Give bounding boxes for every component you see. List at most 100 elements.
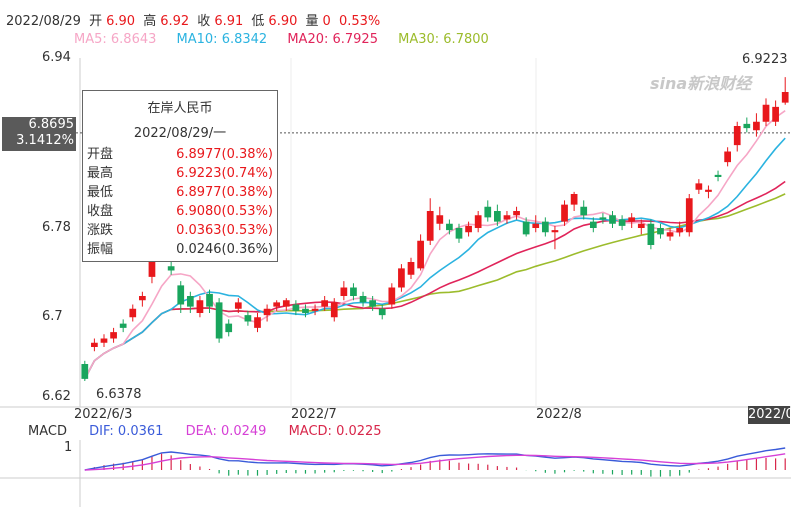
candle-body <box>196 300 204 313</box>
summary-date: 2022/08/29 <box>6 14 81 29</box>
macd-title: MACD <box>28 424 67 439</box>
candle-body <box>119 323 127 328</box>
x-tick-label: 2022/7 <box>291 407 337 422</box>
dea-label: DEA: 0.0249 <box>185 424 267 439</box>
candle-body <box>91 342 98 347</box>
ma5-line <box>84 110 786 380</box>
candle-body <box>100 338 108 343</box>
candle-body <box>186 296 194 307</box>
candle-body <box>628 217 636 222</box>
crosshair-price: 6.8695 <box>28 117 75 132</box>
candle-body <box>762 104 770 122</box>
candle-body <box>724 151 731 163</box>
x-tick-label: 2022/6/3 <box>74 407 133 422</box>
ma30-label: MA30: 6.7800 <box>398 32 489 47</box>
candle-body <box>311 308 319 311</box>
candle-body <box>561 204 568 222</box>
ma10-line <box>84 137 786 380</box>
y-tick-label: 6.94 <box>42 50 71 65</box>
candle-body <box>359 296 367 303</box>
candle-body <box>215 302 223 339</box>
low-value: 6.90 <box>268 14 298 29</box>
candle-body <box>743 123 751 129</box>
macd-axis-label: 1 <box>64 440 73 455</box>
tooltip-row-low: 最低 6.8977(0.38%) <box>87 185 273 200</box>
vol-label: 量 <box>305 14 319 29</box>
sina-watermark: sina新浪财经 <box>650 74 752 93</box>
candle-body <box>321 300 329 307</box>
dea-line <box>84 453 786 471</box>
candle-body <box>110 332 117 339</box>
candle-body <box>465 225 472 233</box>
candle-body <box>302 308 309 313</box>
y-tick-label: 6.78 <box>42 220 71 235</box>
candle-body <box>254 317 261 328</box>
candle-body <box>407 262 415 275</box>
low-label: 低 <box>251 14 265 29</box>
candle-body <box>685 198 693 233</box>
dif-label: DIF: 0.0361 <box>89 424 164 439</box>
candle-body <box>714 174 722 177</box>
candle-tooltip: 在岸人民币 2022/08/29/一 开盘 6.8977(0.38%) 最高 6.9… <box>82 90 278 262</box>
tooltip-date: 2022/08/29/一 <box>133 126 227 141</box>
candle-body <box>781 92 789 103</box>
low-annotation: 6.6378 <box>96 387 142 402</box>
crosshair-price-box: 6.8695 3.1412% <box>2 117 76 151</box>
candle-body <box>330 302 338 318</box>
candle-body <box>589 221 597 228</box>
y-tick-label: 6.62 <box>42 389 71 404</box>
high-annotation: 6.9223 <box>742 52 788 67</box>
ma-legend: MA5: 6.8643 MA10: 6.8342 MA20: 6.7925 MA… <box>74 32 505 47</box>
candle-body <box>234 302 242 309</box>
candle-body <box>733 126 741 146</box>
macd-value-label: MACD: 0.0225 <box>288 424 382 439</box>
candle-body <box>609 215 616 224</box>
close-value: 6.91 <box>214 14 244 29</box>
candle-body <box>273 302 281 307</box>
ma20-label: MA20: 6.7925 <box>287 32 378 47</box>
candle-body <box>282 300 290 307</box>
candle-body <box>541 221 549 233</box>
candle-body <box>753 121 760 131</box>
crosshair-pct: 3.1412% <box>16 133 74 148</box>
change-value: 0.53% <box>338 14 381 29</box>
high-value: 6.92 <box>160 14 190 29</box>
macd-legend: MACD DIF: 0.0361 DEA: 0.0249 MACD: 0.022… <box>28 424 400 439</box>
candle-body <box>167 266 175 271</box>
candle-body <box>244 315 252 322</box>
candle-body <box>599 217 607 220</box>
candle-body <box>647 223 655 245</box>
candle-body <box>666 232 674 237</box>
candle-body <box>532 223 540 228</box>
high-label: 高 <box>143 14 157 29</box>
candle-body <box>350 287 357 296</box>
tooltip-row-change: 涨跌 0.0363(0.53%) <box>87 223 273 238</box>
tooltip-rows: 开盘 6.8977(0.38%) 最高 6.9223(0.74%) 最低 6.8977… <box>83 145 277 259</box>
tooltip-row-amplitude: 振幅 0.0246(0.36%) <box>87 242 273 257</box>
candle-body <box>139 296 146 301</box>
candle-body <box>494 211 501 222</box>
candle-body <box>378 308 386 316</box>
candle-body <box>551 230 559 233</box>
candle-body <box>772 106 779 122</box>
candle-body <box>417 240 424 269</box>
candle-body <box>580 206 588 216</box>
vol-value: 0 <box>322 14 331 29</box>
candle-body <box>129 308 137 318</box>
tooltip-row-open: 开盘 6.8977(0.38%) <box>87 147 273 162</box>
tooltip-row-high: 最高 6.9223(0.74%) <box>87 166 273 181</box>
open-value: 6.90 <box>106 14 136 29</box>
candle-body <box>513 211 520 216</box>
tooltip-row-close: 收盘 6.9080(0.53%) <box>87 204 273 219</box>
candle-body <box>474 215 482 228</box>
candle-body <box>148 255 156 277</box>
candle-body <box>618 219 626 226</box>
candle-body <box>657 228 664 235</box>
open-label: 开 <box>89 14 103 29</box>
candle-body <box>388 287 396 305</box>
dif-line <box>84 447 786 471</box>
candle-body <box>436 215 444 224</box>
candle-body <box>455 228 463 239</box>
